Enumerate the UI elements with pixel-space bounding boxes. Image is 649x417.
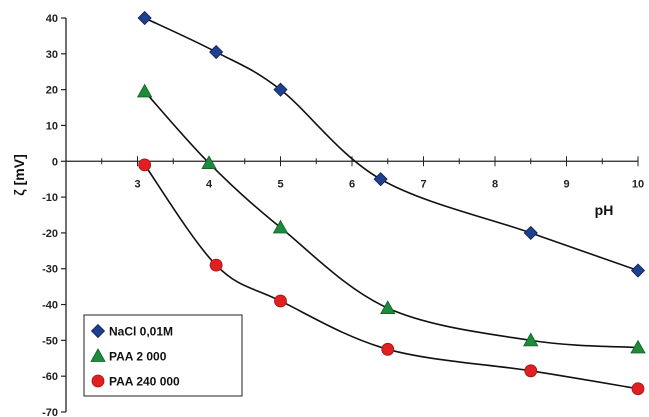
y-tick-label: -50 (42, 335, 58, 347)
data-point (136, 83, 153, 98)
y-tick-label: -70 (42, 407, 58, 417)
data-point (274, 294, 287, 308)
x-tick-label: 4 (206, 178, 213, 190)
x-axis-title: pH (595, 202, 614, 218)
legend-box (83, 314, 243, 397)
x-tick-label: 3 (134, 178, 140, 190)
data-point (373, 172, 388, 187)
legend-label: PAA 240 000 (109, 375, 180, 389)
x-tick-label: 5 (277, 178, 283, 190)
y-tick-label: 20 (46, 85, 58, 97)
x-tick-label: 6 (349, 178, 355, 190)
data-point (138, 158, 152, 172)
y-axis-title: ζ [mV] (11, 154, 27, 195)
data-point (209, 44, 224, 60)
data-point (137, 10, 152, 26)
y-tick-label: -10 (42, 192, 58, 204)
legend: NaCl 0,01M PAA 2 000 PAA 240 000 (83, 314, 243, 397)
fit-curve (143, 164, 639, 390)
x-tick-label: 9 (563, 178, 569, 190)
x-tick-label: 7 (420, 178, 426, 190)
legend-marker (90, 348, 106, 362)
y-tick-label: -20 (42, 228, 58, 240)
y-tick-label: -60 (42, 371, 58, 383)
data-point (523, 225, 538, 240)
legend-marker (91, 374, 105, 388)
x-ticks: 3 4 5 6 7 8 9 10 (65, 156, 644, 190)
y-tick-label: -40 (42, 300, 58, 312)
x-tick-label: 8 (492, 178, 498, 190)
data-point (524, 364, 538, 378)
data-point (630, 263, 646, 278)
y-tick-label: 30 (46, 49, 58, 61)
data-markers (136, 10, 646, 396)
data-point (201, 155, 217, 169)
data-point (523, 332, 539, 347)
x-tick-label: 10 (632, 178, 644, 190)
y-tick-label: 40 (46, 13, 58, 25)
data-point (381, 342, 395, 356)
y-tick-label: -30 (42, 264, 58, 276)
data-point (630, 339, 646, 354)
y-tick-label: 10 (46, 120, 58, 132)
y-ticks: 40 30 20 10 0 -10 -20 -30 -40 -50 -60 -70 (42, 13, 66, 417)
data-point (272, 219, 289, 234)
data-point (631, 382, 645, 396)
legend-label: NaCl 0,01M (109, 325, 173, 339)
data-point (380, 300, 396, 315)
data-point (209, 258, 223, 272)
data-point (273, 82, 288, 97)
legend-marker (90, 323, 106, 339)
legend-label: PAA 2 000 (109, 350, 167, 364)
y-tick-label: 0 (52, 156, 58, 168)
